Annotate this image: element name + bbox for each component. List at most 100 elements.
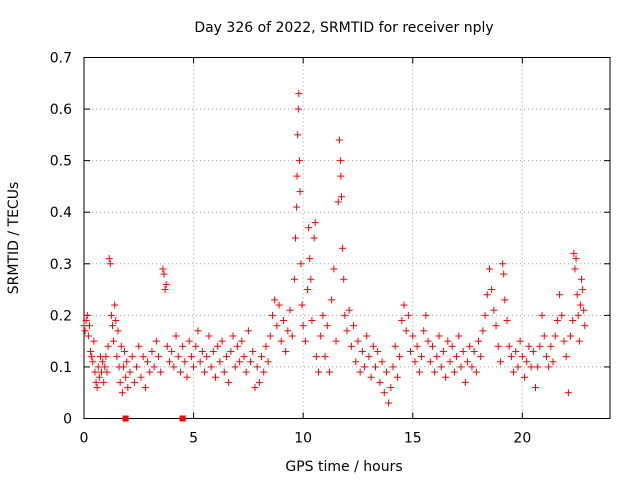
data-point <box>567 332 575 340</box>
data-point <box>105 255 113 263</box>
data-point <box>575 337 583 345</box>
data-point <box>336 157 344 165</box>
data-point <box>216 358 224 366</box>
data-point <box>573 291 581 299</box>
data-point <box>103 368 111 376</box>
data-point <box>296 188 304 196</box>
data-point <box>442 373 450 381</box>
data-point <box>433 353 441 361</box>
data-point <box>527 363 535 371</box>
data-point <box>507 353 515 361</box>
data-point <box>218 337 226 345</box>
data-point <box>411 358 419 366</box>
data-point <box>496 358 504 366</box>
data-point <box>485 265 493 273</box>
data-point <box>562 353 570 361</box>
data-point <box>229 332 237 340</box>
data-point <box>310 234 318 242</box>
data-point <box>165 358 173 366</box>
data-point <box>101 363 109 371</box>
data-point <box>244 327 252 335</box>
data-point <box>538 311 546 319</box>
data-point <box>249 347 257 355</box>
data-point <box>317 332 325 340</box>
data-point <box>339 244 347 252</box>
data-point <box>117 342 125 350</box>
data-point <box>404 311 412 319</box>
data-point <box>319 311 327 319</box>
data-point <box>335 136 343 144</box>
data-point <box>181 358 189 366</box>
x-tick-label: 5 <box>189 431 198 447</box>
data-point <box>481 311 489 319</box>
data-point <box>450 368 458 376</box>
x-axis-tick-labels: 0 5 10 15 20 <box>80 431 532 447</box>
data-point <box>464 358 472 366</box>
data-point <box>579 286 587 294</box>
y-tick-label: 0 <box>63 412 72 428</box>
data-point <box>174 353 182 361</box>
data-point <box>564 389 572 397</box>
data-point <box>551 332 559 340</box>
data-point <box>291 234 299 242</box>
data-point <box>461 378 469 386</box>
data-point <box>123 358 131 366</box>
data-point <box>439 347 447 355</box>
data-point <box>170 363 178 371</box>
y-axis-tick-labels: 0 0.1 0.2 0.3 0.4 0.5 0.6 0.7 <box>50 51 72 428</box>
data-point <box>288 332 296 340</box>
data-point <box>385 399 393 407</box>
data-point <box>227 347 235 355</box>
data-point <box>119 363 127 371</box>
data-point <box>547 342 555 350</box>
data-point <box>453 353 461 361</box>
data-point <box>152 337 160 345</box>
data-point <box>113 353 121 361</box>
data-point <box>304 286 312 294</box>
data-point <box>361 363 369 371</box>
x-tick-label: 0 <box>80 431 89 447</box>
data-point <box>271 296 279 304</box>
data-point <box>290 275 298 283</box>
data-point <box>531 384 539 392</box>
data-point <box>490 306 498 314</box>
data-point <box>168 347 176 355</box>
data-point <box>107 311 115 319</box>
data-point <box>571 265 579 273</box>
data-point <box>426 358 434 366</box>
data-point <box>299 322 307 330</box>
data-point <box>273 322 281 330</box>
data-point <box>91 368 99 376</box>
data-point <box>233 342 241 350</box>
data-point <box>130 378 138 386</box>
data-point <box>306 255 314 263</box>
data-point <box>124 384 132 392</box>
data-point <box>576 301 584 309</box>
data-point <box>295 90 303 98</box>
data-point <box>457 363 465 371</box>
data-point <box>512 347 520 355</box>
data-point <box>231 363 239 371</box>
data-point <box>108 322 116 330</box>
data-point <box>284 327 292 335</box>
data-point <box>358 347 366 355</box>
data-point <box>275 301 283 309</box>
data-point <box>266 332 274 340</box>
data-point <box>88 353 96 361</box>
data-point <box>402 327 410 335</box>
data-point <box>472 368 480 376</box>
data-point <box>298 301 306 309</box>
data-point <box>540 332 548 340</box>
data-point <box>387 384 395 392</box>
data-point <box>236 358 244 366</box>
data-point <box>258 353 266 361</box>
data-point <box>398 317 406 325</box>
y-tick-label: 0.5 <box>50 154 72 170</box>
data-point <box>374 347 382 355</box>
data-point <box>380 389 388 397</box>
data-point <box>470 347 478 355</box>
data-point <box>187 353 195 361</box>
data-point <box>262 342 270 350</box>
x-tick-label: 10 <box>294 431 312 447</box>
